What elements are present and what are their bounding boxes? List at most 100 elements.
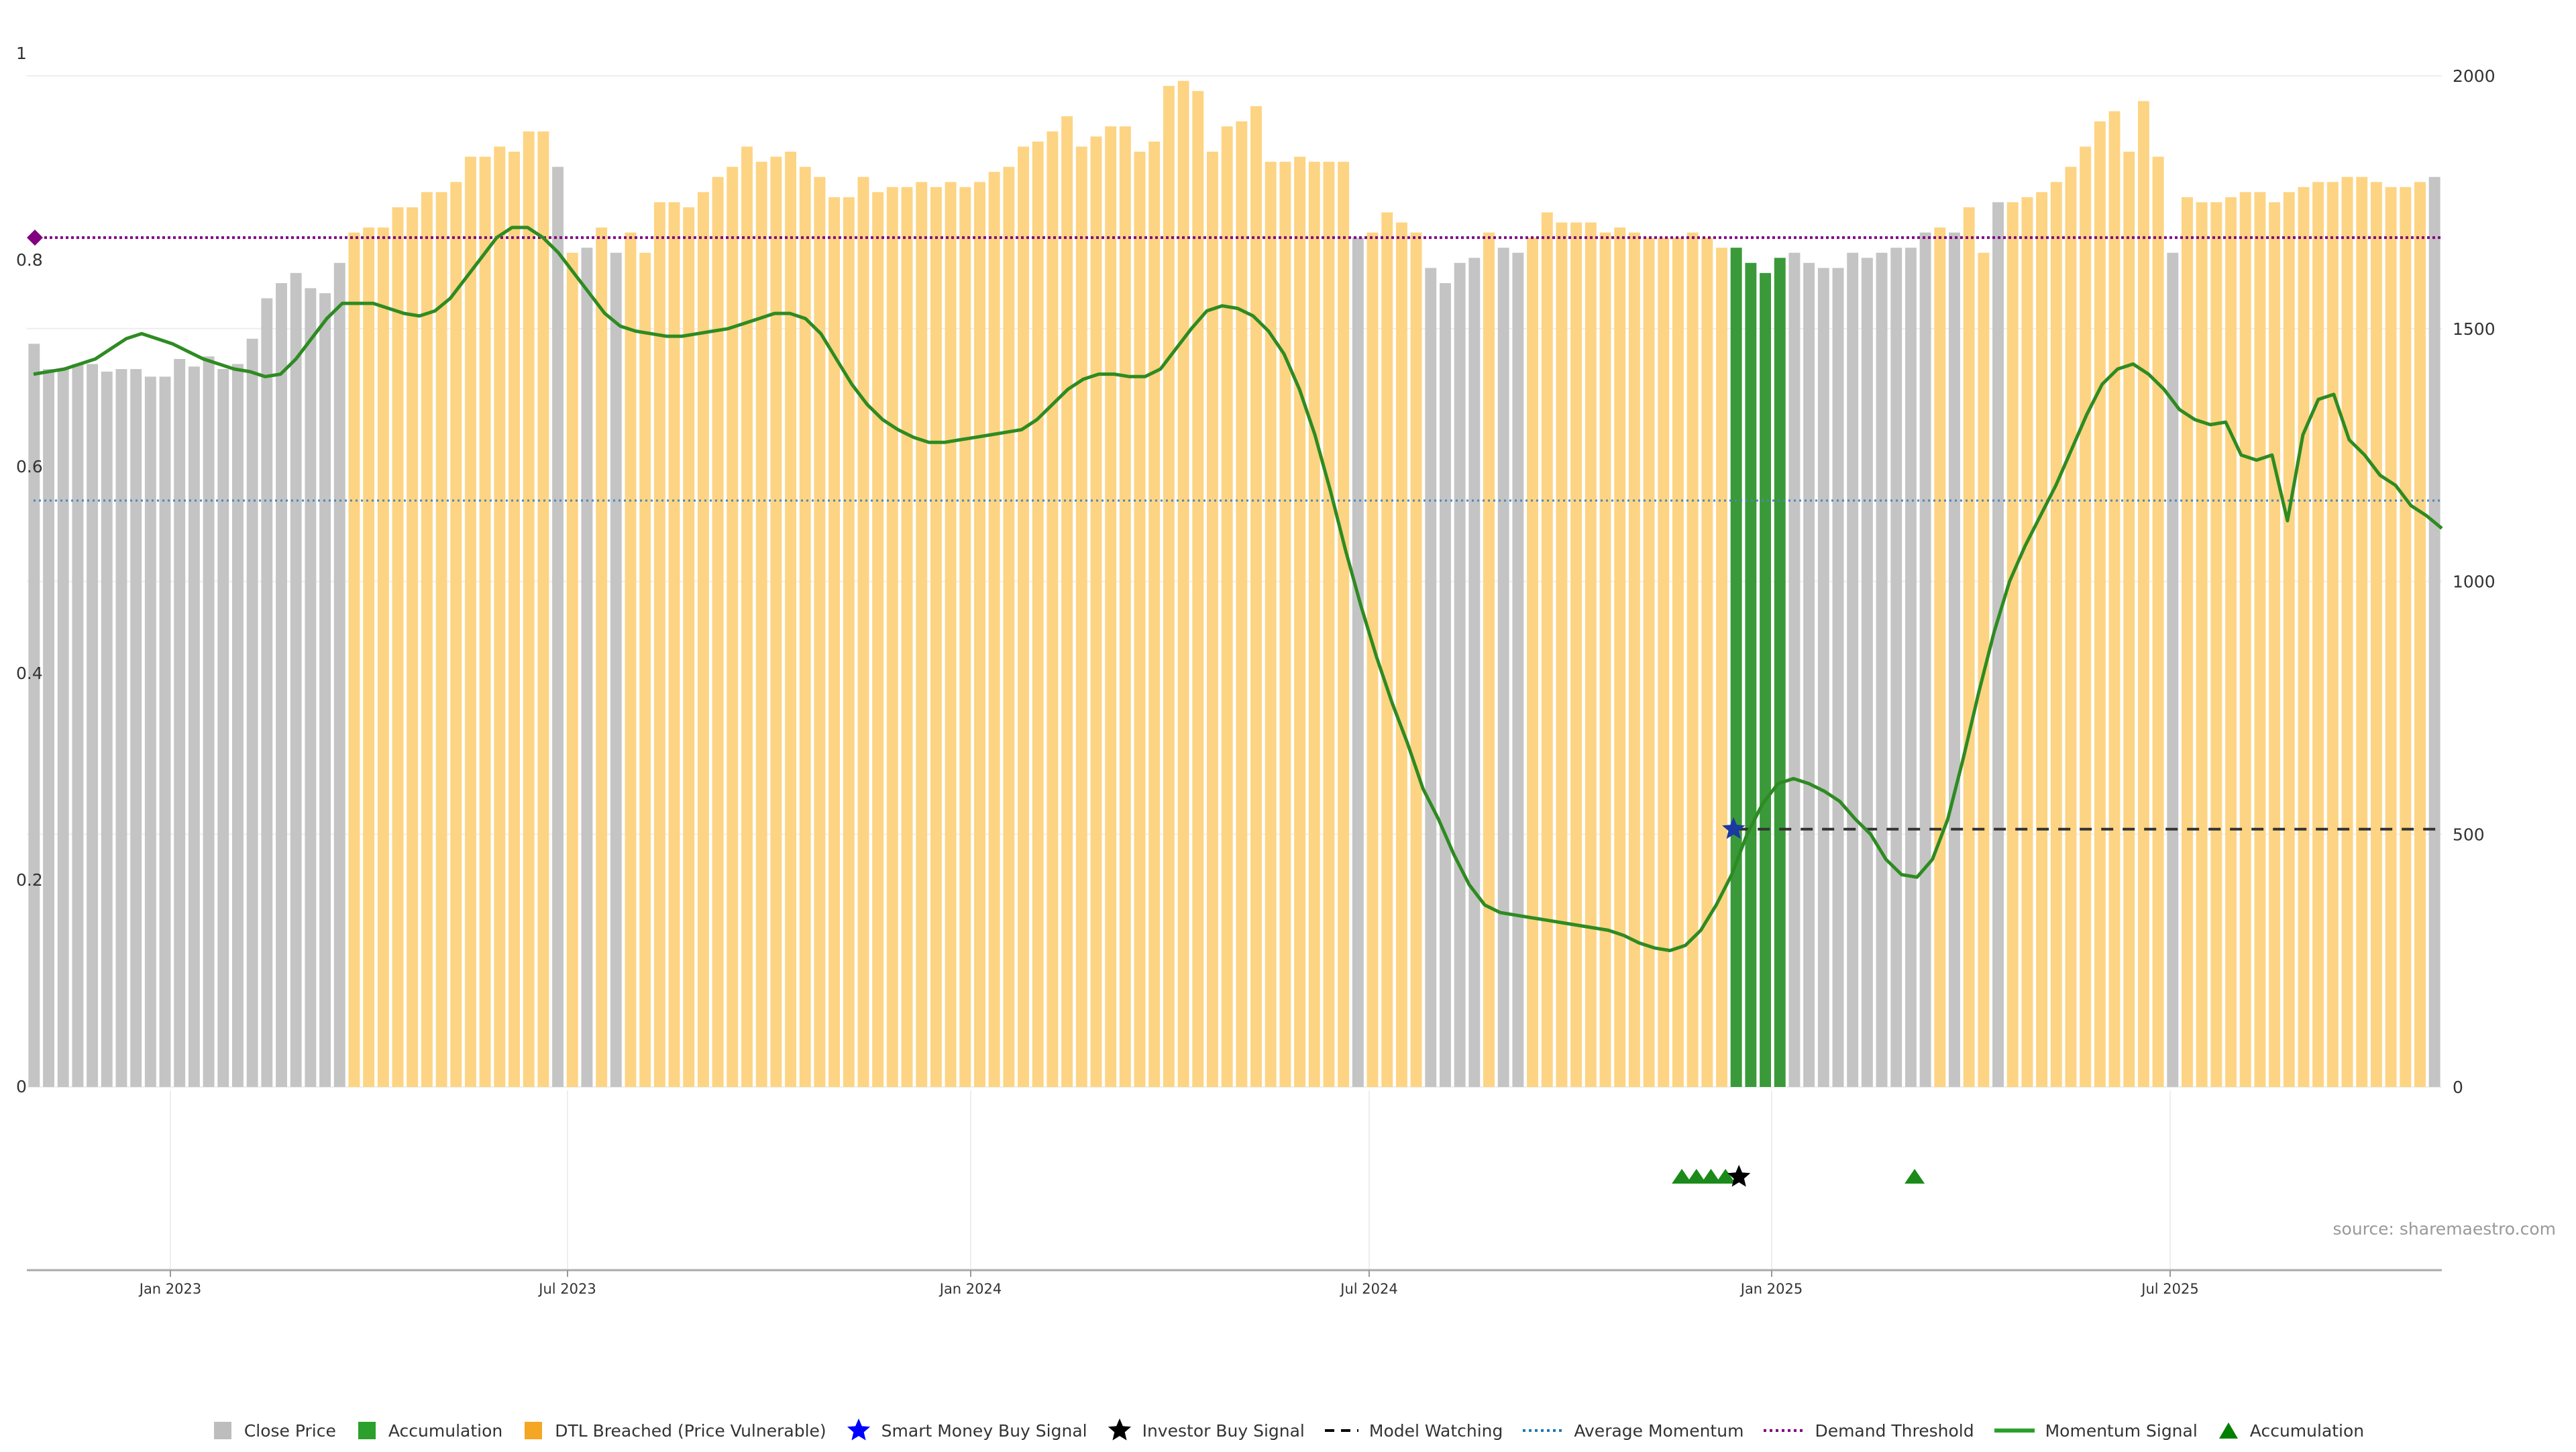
dtl-breached-bar <box>1250 106 1262 1088</box>
dtl-breached-bar <box>886 187 898 1087</box>
x-tick-label: Jul 2023 <box>537 1281 596 1297</box>
dtl-breached-bar <box>1018 146 1029 1088</box>
accumulation-triangle <box>1904 1169 1925 1184</box>
close-price-bar <box>87 364 99 1087</box>
dtl-breached-bar <box>479 156 491 1087</box>
y-left-tick-label: 0 <box>16 1077 27 1096</box>
dtl-breached-bar <box>930 187 942 1087</box>
dtl-breached-bar <box>1294 156 1306 1087</box>
dtl-breached-bar <box>2298 187 2310 1087</box>
close-price-bar <box>203 356 215 1087</box>
dtl-breached-bar <box>2036 192 2048 1088</box>
dtl-breached-bar <box>2050 182 2062 1087</box>
dtl-breached-bar <box>814 176 826 1088</box>
accumulation-bar <box>1730 248 1742 1088</box>
dtl-breached-bar <box>1614 227 1626 1087</box>
dtl-breached-bar <box>2283 192 2295 1088</box>
dtl-breached-bar <box>1279 162 1291 1088</box>
dtl-breached-bar <box>1119 126 1131 1088</box>
close-price-bar <box>174 358 186 1088</box>
y-right-tick-label: 2000 <box>2453 66 2496 86</box>
accumulation-bar <box>1760 272 1772 1087</box>
y-left-tick-label: 0.2 <box>16 870 43 890</box>
dtl-breached-bar <box>1177 81 1189 1087</box>
close-price-bar <box>610 252 622 1088</box>
dtl-breached-bar <box>1963 207 1975 1087</box>
dtl-breached-bar <box>988 172 1000 1087</box>
close-price-bar <box>2167 252 2179 1088</box>
legend-label: DTL Breached (Price Vulnerable) <box>555 1420 826 1441</box>
legend-item: Smart Money Buy Signal <box>847 1418 1087 1443</box>
x-tick-label: Jan 2024 <box>938 1281 1002 1297</box>
dtl-breached-bar <box>2239 192 2251 1088</box>
close-price-bar <box>115 369 127 1087</box>
dtl-breached-bar <box>392 207 404 1087</box>
close-price-bar <box>1919 232 1931 1088</box>
dtl-breached-bar <box>916 182 928 1087</box>
dtl-breached-bar <box>1599 232 1611 1088</box>
dtl-breached-bar <box>1061 116 1073 1087</box>
close-price-bar <box>1847 252 1859 1088</box>
dtl-breached-bar <box>2356 176 2368 1088</box>
close-price-bar <box>1803 262 1815 1087</box>
dtl-breached-bar <box>2210 202 2222 1087</box>
legend-label: Average Momentum <box>1574 1420 1744 1441</box>
dtl-breached-bar <box>2021 197 2033 1088</box>
dtl-breached-bar <box>2370 182 2382 1087</box>
dtl-breached-bar <box>450 182 462 1087</box>
dtl-breached-bar <box>2182 197 2193 1088</box>
accumulation-bar <box>1774 258 1786 1087</box>
dtl-breached-bar <box>1105 126 1117 1088</box>
dtl-breached-bar <box>1716 248 1727 1088</box>
y-right-tick-label: 500 <box>2453 825 2485 844</box>
dtl-breached-bar <box>1585 222 1597 1087</box>
dtl-breached-bar <box>566 252 578 1088</box>
close-price-bar <box>1497 248 1509 1088</box>
dtl-breached-bar <box>537 131 549 1087</box>
legend-item: Momentum Signal <box>1994 1420 2198 1441</box>
close-price-bar <box>1440 282 1451 1087</box>
legend-marker-icon <box>356 1420 378 1441</box>
dtl-breached-bar <box>363 227 375 1087</box>
dtl-breached-bar <box>1395 222 1407 1087</box>
x-tick-label: Jul 2025 <box>2140 1281 2198 1297</box>
legend-item: Accumulation <box>356 1420 502 1441</box>
legend-marker-icon <box>2218 1420 2239 1441</box>
y-right-tick-label: 0 <box>2453 1078 2463 1097</box>
close-price-bar <box>552 166 564 1087</box>
close-price-bar <box>276 282 287 1087</box>
close-price-bar <box>1992 202 2004 1087</box>
dtl-breached-bar <box>2385 187 2397 1087</box>
dtl-breached-bar <box>494 146 506 1088</box>
dtl-breached-bar <box>959 187 971 1087</box>
legend-marker-icon <box>523 1420 544 1441</box>
dtl-breached-bar <box>1527 238 1539 1087</box>
dtl-breached-bar <box>872 192 884 1088</box>
dtl-breached-bar <box>435 192 447 1088</box>
legend: Close Price Accumulation DTL Breached (Pri… <box>0 1417 2576 1444</box>
close-price-bar <box>1904 248 1917 1088</box>
dtl-breached-bar <box>1221 126 1233 1088</box>
dtl-breached-bar <box>1265 162 1277 1088</box>
y-left-tick-label: 1 <box>16 44 27 63</box>
legend-item: Demand Threshold <box>1764 1420 1974 1441</box>
dtl-breached-bar <box>1570 222 1582 1087</box>
dtl-breached-bar <box>785 152 797 1087</box>
x-tick-label: Jul 2024 <box>1339 1281 1397 1297</box>
dtl-breached-bar <box>625 232 637 1088</box>
grid-layer <box>27 75 2442 1270</box>
close-price-bar <box>1832 268 1844 1088</box>
dtl-breached-bar <box>1643 238 1655 1087</box>
close-price-bar <box>319 293 331 1087</box>
legend-item: Average Momentum <box>1523 1420 1743 1441</box>
legend-label: Momentum Signal <box>2045 1420 2198 1441</box>
legend-label: Demand Threshold <box>1815 1420 1974 1441</box>
dtl-breached-bar <box>2006 202 2019 1087</box>
dtl-breached-bar <box>1003 166 1015 1087</box>
dtl-breached-bar <box>639 252 651 1088</box>
dtl-breached-bar <box>1338 162 1350 1088</box>
source-text: source: sharemaestro.com <box>2333 1219 2557 1239</box>
dtl-breached-bar <box>2326 182 2339 1087</box>
